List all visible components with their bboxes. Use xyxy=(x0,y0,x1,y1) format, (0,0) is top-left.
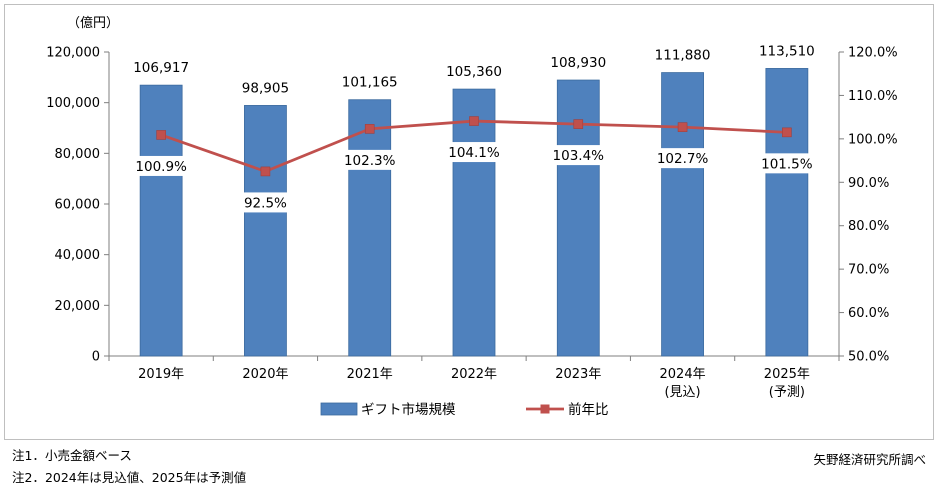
x-category-label: 2024年 xyxy=(660,367,706,382)
bar-value-label: 101,165 xyxy=(342,75,398,91)
ratio-value-label: 103.4% xyxy=(553,148,605,164)
ratio-marker xyxy=(573,119,584,129)
ratio-value-label: 101.5% xyxy=(761,156,813,172)
bar-value-label: 105,360 xyxy=(446,64,502,80)
y-left-tick-label: 0 xyxy=(92,350,100,365)
ratio-value-label: 102.7% xyxy=(657,151,709,167)
bar-2 xyxy=(244,105,287,357)
legend-bar-swatch xyxy=(320,402,358,416)
bar-3 xyxy=(348,99,392,357)
ratio-marker xyxy=(469,116,479,126)
ratio-label-box xyxy=(757,153,816,174)
y-right-tick-label: 90.0% xyxy=(848,176,889,191)
x-category-sublabel: (見込) xyxy=(664,385,700,400)
bar-7 xyxy=(765,68,809,357)
bar-value-label: 106,917 xyxy=(133,60,189,76)
y-right-tick-label: 60.0% xyxy=(848,306,889,321)
y-right-tick-label: 100.0% xyxy=(848,132,898,147)
x-category-sublabel: (予測) xyxy=(769,385,805,400)
ratio-marker xyxy=(677,122,688,132)
ratio-value-label: 104.1% xyxy=(448,145,500,161)
bar-6 xyxy=(661,72,704,357)
bar-value-label: 113,510 xyxy=(759,43,815,59)
ratio-marker xyxy=(782,127,792,138)
ratio-label-box xyxy=(445,142,503,163)
footnote-1: 注1．小売金額ベース xyxy=(12,448,132,463)
x-category-label: 2021年 xyxy=(347,367,393,382)
y-left-tick-label: 80,000 xyxy=(55,147,101,162)
y-left-tick-label: 100,000 xyxy=(46,96,100,111)
y-left-tick-label: 40,000 xyxy=(55,248,101,263)
ratio-label-box xyxy=(549,145,608,166)
ratio-marker xyxy=(364,124,375,134)
chart-svg: 0 20,000 40,000 60,000 80,000 100,000 120,000 5… xyxy=(46,15,898,418)
legend-bar-label: ギフト市場規模 xyxy=(361,401,456,418)
y-right-tick-label: 70.0% xyxy=(848,263,889,278)
y-right-tick-label: 120.0% xyxy=(848,46,898,61)
ratio-label-box xyxy=(653,148,712,169)
ratio-label-box xyxy=(340,149,399,170)
y-left-tick-label: 20,000 xyxy=(55,299,101,314)
bar-value-label: 98,905 xyxy=(242,80,289,96)
ratio-value-label: 100.9% xyxy=(135,159,187,175)
bar-4 xyxy=(452,88,496,357)
ratio-label-box xyxy=(236,192,295,213)
y-right-tick-label: 80.0% xyxy=(848,219,889,234)
bar-1 xyxy=(139,84,183,357)
y-right-tick-label: 110.0% xyxy=(848,89,898,104)
ratio-marker xyxy=(156,130,166,140)
x-category-label: 2019年 xyxy=(138,367,184,382)
legend-line-marker xyxy=(540,404,550,414)
bar-value-label: 108,930 xyxy=(550,55,606,71)
y-right-tick-label: 50.0% xyxy=(848,350,889,365)
footnote-2: 注2．2024年は見込値、2025年は予測値 xyxy=(12,470,247,485)
y-left-tick-label: 120,000 xyxy=(46,46,100,61)
x-category-label: 2023年 xyxy=(555,367,601,382)
ratio-label-box xyxy=(132,155,191,176)
x-category-label: 2020年 xyxy=(242,367,288,382)
ratio-value-label: 92.5% xyxy=(244,195,287,211)
ratio-marker xyxy=(260,166,271,177)
source-credit: 矢野経済研究所調べ xyxy=(813,452,926,467)
bar-value-label: 111,880 xyxy=(655,48,711,64)
ratio-value-label: 102.3% xyxy=(344,153,396,169)
x-category-label: 2025年 xyxy=(764,367,810,382)
chart-frame: 0 20,000 40,000 60,000 80,000 100,000 120,000 5… xyxy=(4,4,934,440)
y-left-tick-label: 60,000 xyxy=(55,198,101,213)
legend-line-label: 前年比 xyxy=(568,401,609,418)
x-category-label: 2022年 xyxy=(451,367,497,382)
y-left-unit-label: （億円） xyxy=(67,15,119,31)
